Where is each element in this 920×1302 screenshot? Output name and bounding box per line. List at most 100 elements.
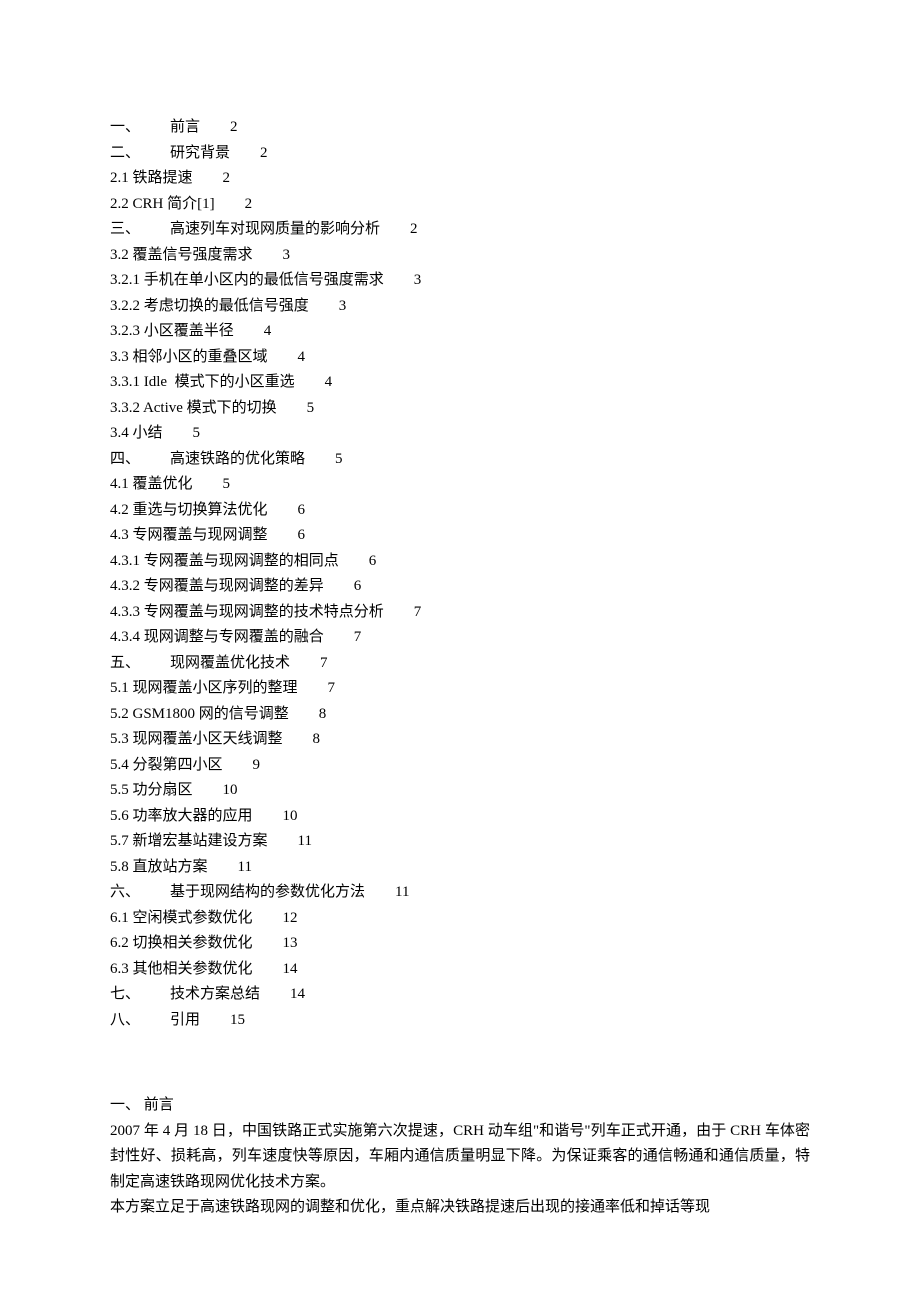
toc-title: 专网覆盖与现网调整的差异 [144, 578, 324, 594]
toc-label: 三、 [110, 221, 140, 237]
body-paragraph-2: 本方案立足于高速铁路现网的调整和优化，重点解决铁路提速后出现的接通率低和掉话等现 [110, 1195, 810, 1221]
toc-title: Idle 模式下的小区重选 [144, 374, 295, 390]
toc-label: 3.3.2 [110, 400, 140, 416]
toc-gap [253, 808, 283, 824]
toc-entry: 4.2 重选与切换算法优化 6 [110, 498, 810, 524]
toc-title: 专网覆盖与现网调整的相同点 [144, 553, 339, 569]
toc-label: 5.4 [110, 757, 129, 773]
toc-page-number: 2 [245, 196, 253, 212]
toc-gap [268, 833, 298, 849]
toc-title: CRH 简介[1] [133, 196, 215, 212]
toc-entry: 3.2 覆盖信号强度需求 3 [110, 243, 810, 269]
toc-title: 小结 [133, 425, 163, 441]
toc-gap [305, 451, 335, 467]
toc-page-number: 6 [298, 502, 306, 518]
toc-page-number: 7 [414, 604, 422, 620]
toc-page-number: 11 [298, 833, 312, 849]
toc-page-number: 5 [307, 400, 315, 416]
toc-label: 4.3.3 [110, 604, 140, 620]
toc-title: GSM1800 网的信号调整 [133, 706, 289, 722]
toc-label: 5.7 [110, 833, 129, 849]
toc-label: 3.3 [110, 349, 129, 365]
toc-gap [193, 476, 223, 492]
toc-title: 空闲模式参数优化 [133, 910, 253, 926]
toc-title: 功分扇区 [133, 782, 193, 798]
toc-gap [365, 884, 395, 900]
toc-title: 手机在单小区内的最低信号强度需求 [144, 272, 384, 288]
toc-entry: 5.5 功分扇区 10 [110, 778, 810, 804]
toc-gap [140, 119, 170, 135]
toc-gap [339, 553, 369, 569]
toc-entry: 5.1 现网覆盖小区序列的整理 7 [110, 676, 810, 702]
toc-page-number: 8 [319, 706, 327, 722]
toc-page-number: 5 [223, 476, 231, 492]
toc-gap [384, 604, 414, 620]
toc-label: 6.2 [110, 935, 129, 951]
toc-label: 4.3.1 [110, 553, 140, 569]
toc-entry: 5.3 现网覆盖小区天线调整 8 [110, 727, 810, 753]
toc-gap [253, 961, 283, 977]
table-of-contents: 一、 前言 2二、 研究背景 22.1 铁路提速 22.2 CRH 简介[1] … [110, 115, 810, 1033]
toc-title: 覆盖信号强度需求 [133, 247, 253, 263]
toc-title: 现网覆盖小区序列的整理 [133, 680, 298, 696]
toc-entry: 3.2.2 考虑切换的最低信号强度 3 [110, 294, 810, 320]
toc-gap [290, 655, 320, 671]
toc-gap [140, 145, 170, 161]
toc-label: 6.3 [110, 961, 129, 977]
toc-page-number: 7 [328, 680, 336, 696]
toc-gap [268, 502, 298, 518]
toc-gap [140, 221, 170, 237]
toc-label: 3.3.1 [110, 374, 140, 390]
toc-entry: 3.3 相邻小区的重叠区域 4 [110, 345, 810, 371]
toc-entry: 3.3.2 Active 模式下的切换 5 [110, 396, 810, 422]
toc-gap [260, 986, 290, 1002]
toc-entry: 2.1 铁路提速 2 [110, 166, 810, 192]
toc-gap [253, 935, 283, 951]
toc-page-number: 6 [298, 527, 306, 543]
toc-entry: 三、 高速列车对现网质量的影响分析 2 [110, 217, 810, 243]
toc-page-number: 15 [230, 1012, 245, 1028]
toc-title: 铁路提速 [133, 170, 193, 186]
toc-page-number: 4 [298, 349, 306, 365]
toc-page-number: 4 [325, 374, 333, 390]
toc-entry: 5.8 直放站方案 11 [110, 855, 810, 881]
toc-gap [324, 578, 354, 594]
heading-title: 前言 [144, 1097, 174, 1113]
toc-page-number: 2 [230, 119, 238, 135]
toc-title: 基于现网结构的参数优化方法 [170, 884, 365, 900]
toc-page-number: 11 [395, 884, 409, 900]
toc-gap [295, 374, 325, 390]
toc-gap [200, 1012, 230, 1028]
toc-page-number: 14 [283, 961, 298, 977]
toc-title: Active 模式下的切换 [143, 400, 277, 416]
toc-gap [268, 527, 298, 543]
toc-page-number: 7 [354, 629, 362, 645]
toc-entry: 4.3.3 专网覆盖与现网调整的技术特点分析 7 [110, 600, 810, 626]
toc-page-number: 13 [283, 935, 298, 951]
toc-entry: 一、 前言 2 [110, 115, 810, 141]
toc-gap [268, 349, 298, 365]
toc-page-number: 7 [320, 655, 328, 671]
toc-label: 四、 [110, 451, 140, 467]
toc-entry: 四、 高速铁路的优化策略 5 [110, 447, 810, 473]
heading-label: 一、 [110, 1097, 140, 1113]
toc-gap [380, 221, 410, 237]
toc-title: 现网覆盖优化技术 [170, 655, 290, 671]
toc-title: 其他相关参数优化 [133, 961, 253, 977]
toc-page-number: 3 [283, 247, 291, 263]
toc-gap [298, 680, 328, 696]
toc-gap [163, 425, 193, 441]
toc-label: 5.1 [110, 680, 129, 696]
toc-title: 功率放大器的应用 [133, 808, 253, 824]
toc-gap [289, 706, 319, 722]
toc-gap [277, 400, 307, 416]
toc-entry: 五、 现网覆盖优化技术 7 [110, 651, 810, 677]
toc-label: 6.1 [110, 910, 129, 926]
toc-entry: 5.7 新增宏基站建设方案 11 [110, 829, 810, 855]
toc-entry: 4.3.4 现网调整与专网覆盖的融合 7 [110, 625, 810, 651]
toc-title: 小区覆盖半径 [144, 323, 234, 339]
toc-label: 五、 [110, 655, 140, 671]
toc-entry: 5.4 分裂第四小区 9 [110, 753, 810, 779]
toc-entry: 二、 研究背景 2 [110, 141, 810, 167]
toc-gap [140, 884, 170, 900]
